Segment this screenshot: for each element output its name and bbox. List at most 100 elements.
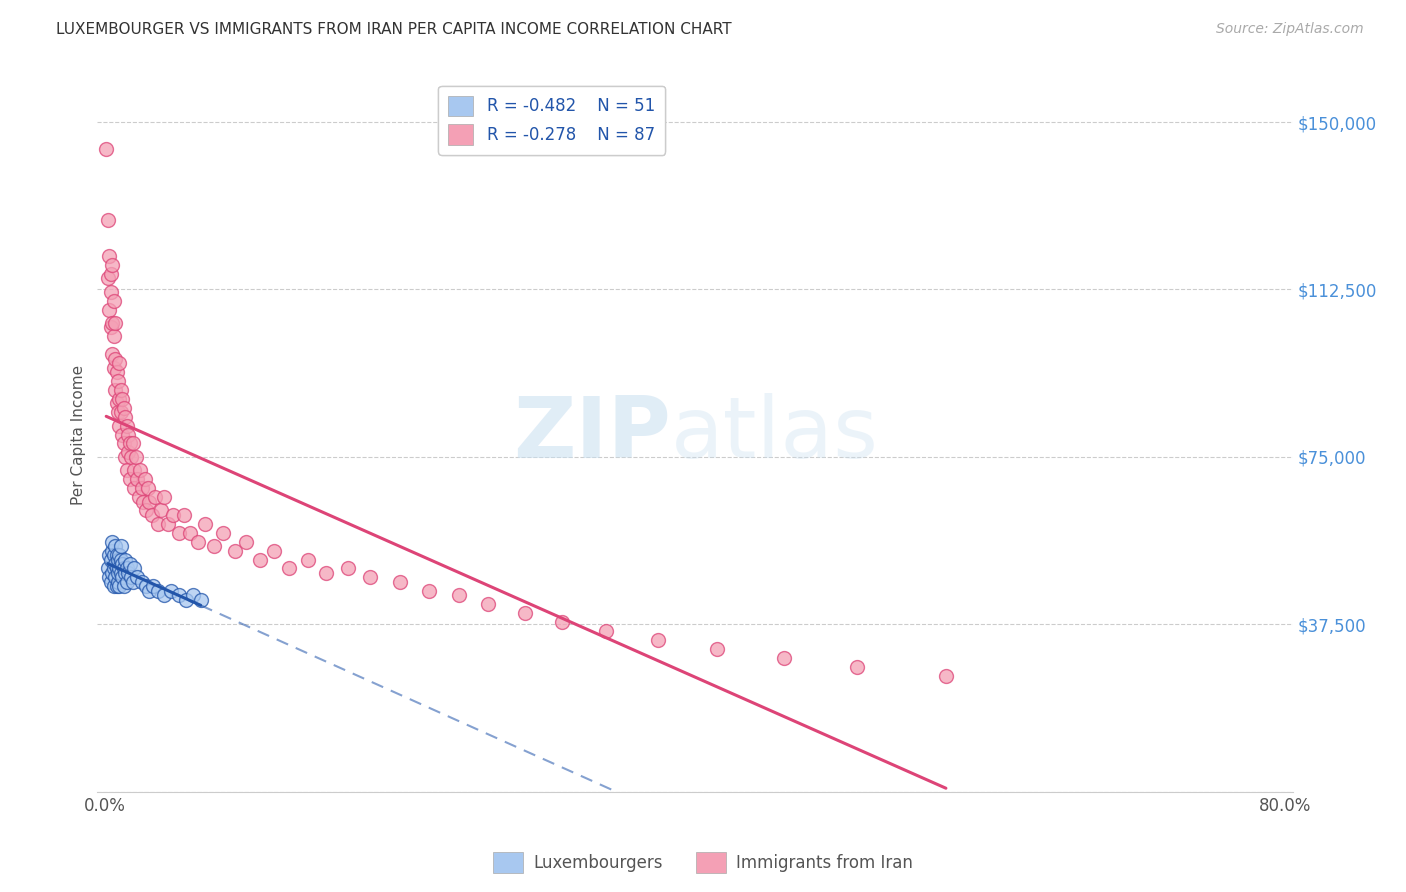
Point <box>115 561 138 575</box>
Point <box>107 405 129 419</box>
Point <box>111 557 134 571</box>
Point <box>103 579 125 593</box>
Point <box>359 570 381 584</box>
Legend: R = -0.482    N = 51, R = -0.278    N = 87: R = -0.482 N = 51, R = -0.278 N = 87 <box>439 86 665 155</box>
Point <box>108 392 131 406</box>
Point <box>114 450 136 464</box>
Point <box>108 548 131 562</box>
Point <box>135 503 157 517</box>
Point <box>146 583 169 598</box>
Point <box>146 516 169 531</box>
Point <box>98 570 121 584</box>
Point <box>846 659 869 673</box>
Point <box>194 516 217 531</box>
Point <box>105 561 128 575</box>
Point <box>136 481 159 495</box>
Point <box>162 508 184 522</box>
Point <box>118 472 141 486</box>
Point <box>167 525 190 540</box>
Point <box>706 641 728 656</box>
Point <box>112 436 135 450</box>
Point <box>104 557 127 571</box>
Point <box>138 583 160 598</box>
Point <box>103 293 125 308</box>
Point <box>115 463 138 477</box>
Point <box>107 574 129 589</box>
Point <box>101 534 124 549</box>
Point <box>278 561 301 575</box>
Point <box>110 566 132 580</box>
Point <box>202 539 225 553</box>
Point <box>120 570 142 584</box>
Point <box>110 539 132 553</box>
Point <box>103 561 125 575</box>
Point <box>141 508 163 522</box>
Text: atlas: atlas <box>671 393 879 476</box>
Point <box>107 552 129 566</box>
Point <box>160 583 183 598</box>
Text: LUXEMBOURGER VS IMMIGRANTS FROM IRAN PER CAPITA INCOME CORRELATION CHART: LUXEMBOURGER VS IMMIGRANTS FROM IRAN PER… <box>56 22 733 37</box>
Point <box>418 583 440 598</box>
Point <box>131 574 153 589</box>
Point <box>935 668 957 682</box>
Point <box>315 566 337 580</box>
Point <box>111 392 134 406</box>
Point <box>112 401 135 415</box>
Point <box>111 427 134 442</box>
Point <box>114 566 136 580</box>
Point <box>127 472 149 486</box>
Point <box>115 418 138 433</box>
Legend: Luxembourgers, Immigrants from Iran: Luxembourgers, Immigrants from Iran <box>486 846 920 880</box>
Point <box>190 592 212 607</box>
Point <box>173 508 195 522</box>
Point <box>772 650 794 665</box>
Point <box>104 539 127 553</box>
Point <box>129 463 152 477</box>
Point <box>121 436 143 450</box>
Point <box>235 534 257 549</box>
Point <box>96 142 118 156</box>
Point <box>97 213 120 227</box>
Point <box>117 445 139 459</box>
Point <box>110 405 132 419</box>
Point <box>125 450 148 464</box>
Point <box>105 548 128 562</box>
Point <box>128 490 150 504</box>
Point <box>127 570 149 584</box>
Point <box>167 588 190 602</box>
Point <box>103 329 125 343</box>
Point <box>297 552 319 566</box>
Point <box>143 490 166 504</box>
Point <box>122 561 145 575</box>
Point <box>211 525 233 540</box>
Point <box>104 383 127 397</box>
Point <box>105 396 128 410</box>
Point <box>114 409 136 424</box>
Point <box>100 267 122 281</box>
Point <box>112 561 135 575</box>
Point <box>110 383 132 397</box>
Point <box>98 548 121 562</box>
Point <box>105 579 128 593</box>
Point <box>181 588 204 602</box>
Point <box>97 561 120 575</box>
Point <box>174 592 197 607</box>
Point <box>108 579 131 593</box>
Point <box>149 503 172 517</box>
Point <box>263 543 285 558</box>
Point <box>105 365 128 379</box>
Point <box>100 574 122 589</box>
Point <box>122 481 145 495</box>
Point <box>100 552 122 566</box>
Point <box>103 548 125 562</box>
Point <box>447 588 470 602</box>
Point <box>103 360 125 375</box>
Point <box>134 472 156 486</box>
Point <box>647 632 669 647</box>
Point <box>108 561 131 575</box>
Point <box>120 450 142 464</box>
Point <box>152 588 174 602</box>
Point <box>152 490 174 504</box>
Point <box>111 570 134 584</box>
Point <box>157 516 180 531</box>
